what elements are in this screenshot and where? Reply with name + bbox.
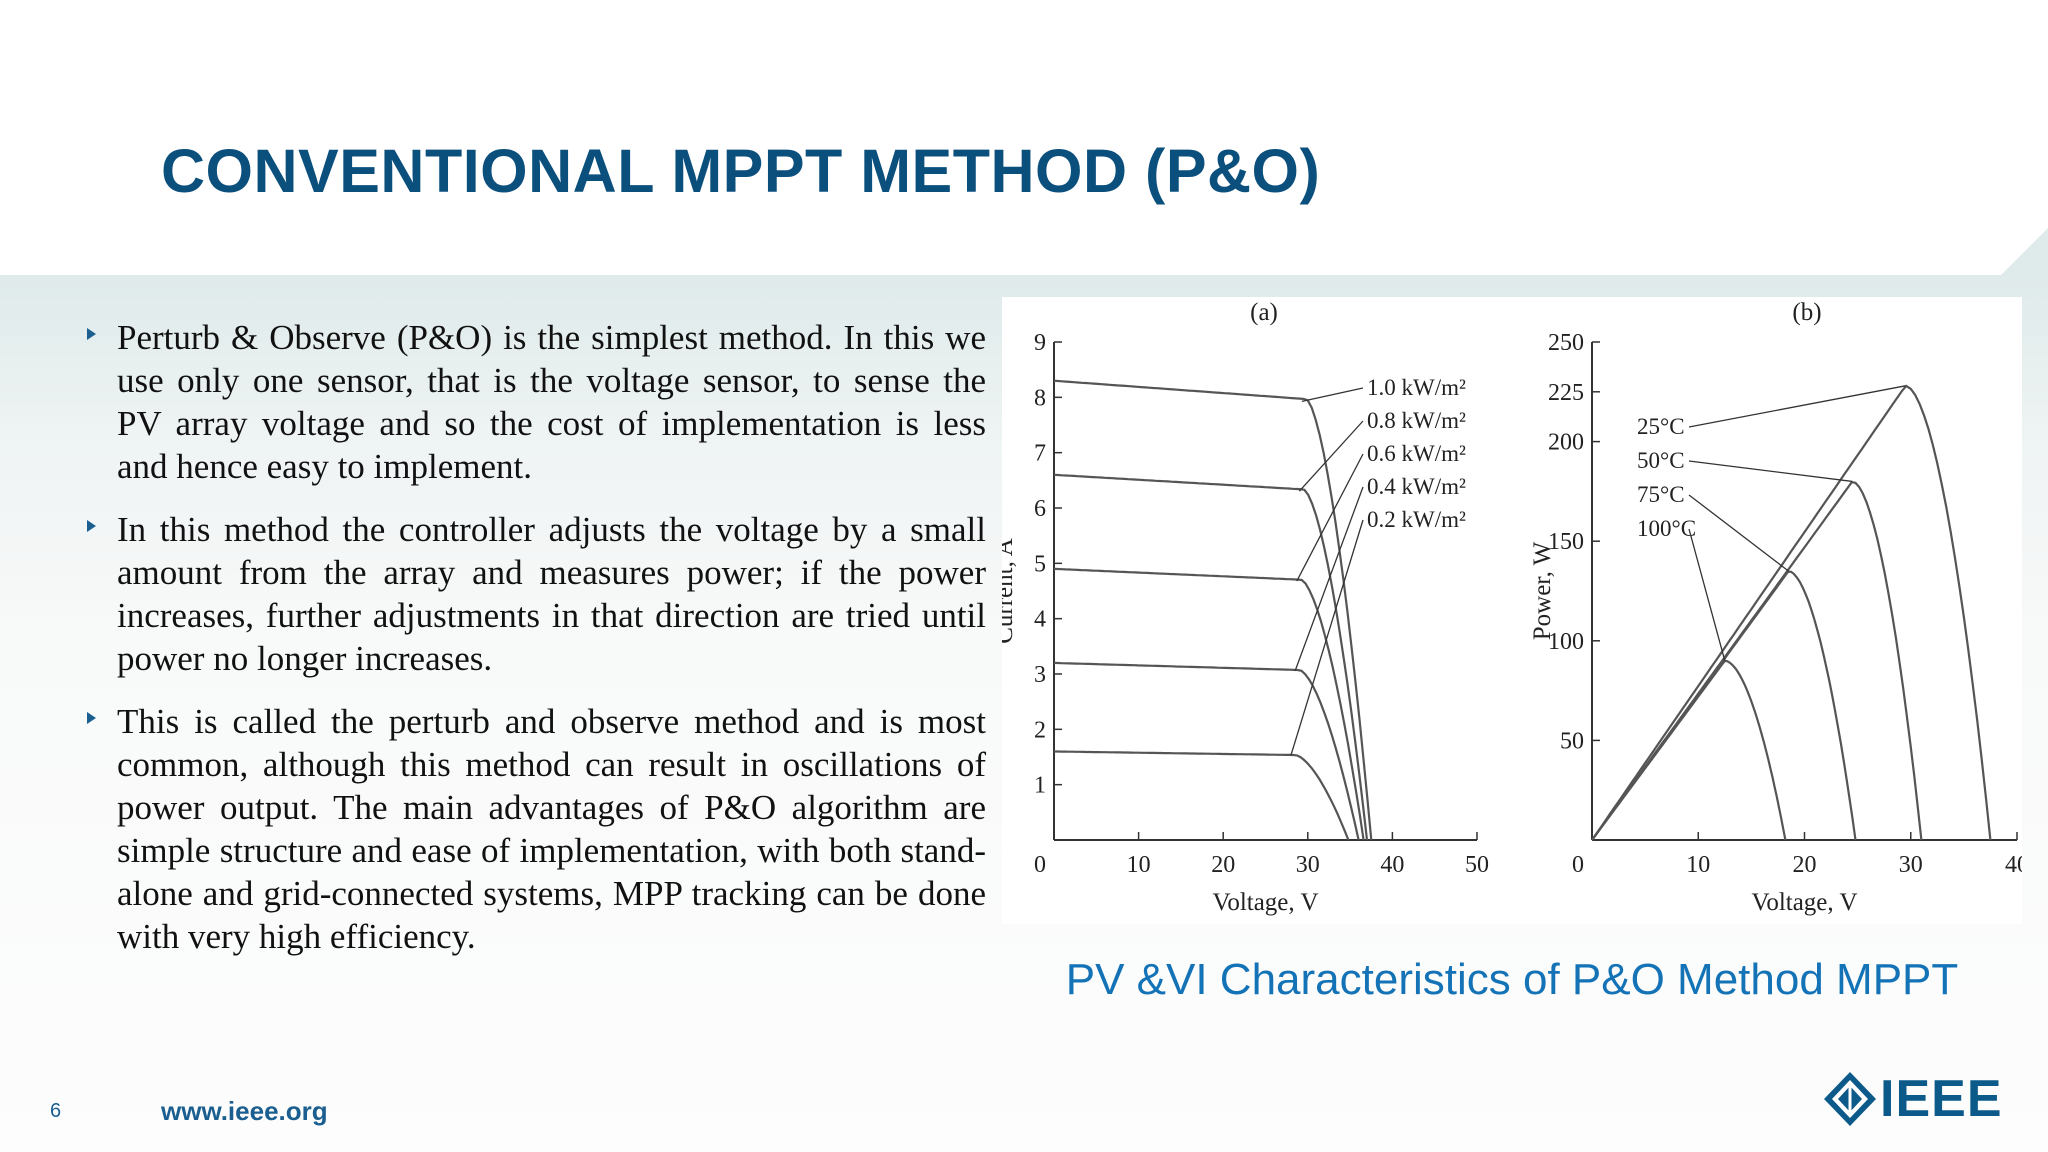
bullet-text: In this method the controller adjusts th… bbox=[117, 510, 986, 678]
y-tick-label: 4 bbox=[1034, 607, 1046, 633]
y-tick-label: 7 bbox=[1034, 441, 1046, 467]
bullet-item: Perturb & Observe (P&O) is the simplest … bbox=[86, 316, 986, 488]
iv-curve-1 bbox=[1053, 473, 1369, 841]
iv-curve-2 bbox=[1053, 567, 1365, 841]
x-axis-title: Voltage, V bbox=[1751, 889, 1857, 916]
y-tick-label: 50 bbox=[1560, 728, 1584, 754]
iv-curve-3 bbox=[1053, 661, 1360, 841]
ieee-diamond-icon bbox=[1824, 1072, 1876, 1126]
panel-label: (a) bbox=[1250, 299, 1278, 326]
bullet-item: This is called the perturb and observe m… bbox=[86, 700, 986, 958]
y-tick-label: 100 bbox=[1548, 629, 1584, 655]
pv-leader-line bbox=[1688, 460, 1853, 483]
y-tick-label: 2 bbox=[1034, 717, 1046, 743]
page-number: 6 bbox=[50, 1100, 62, 1122]
characteristics-chart: 0 10 20 30 40 50 1 2 3 4 5 6 7 8 9 Voltage, V Current, A… bbox=[1002, 299, 2022, 916]
x-axis-title: Voltage, V bbox=[1212, 889, 1318, 916]
iv-leader-line bbox=[1296, 453, 1364, 582]
header-area bbox=[0, 0, 2048, 275]
y-tick-label: 3 bbox=[1034, 662, 1046, 688]
y-axis-title: Current, A bbox=[1002, 538, 1018, 644]
ieee-logo-text: IEEE bbox=[1880, 1070, 2003, 1128]
pv-series-label: 50°C bbox=[1637, 448, 1685, 473]
iv-series-label: 0.8 kW/m² bbox=[1367, 408, 1466, 433]
iv-leader-line bbox=[1294, 486, 1364, 672]
panel-label: (b) bbox=[1792, 299, 1821, 326]
y-tick-label: 225 bbox=[1548, 380, 1584, 406]
corner-decoration bbox=[2000, 228, 2048, 276]
pv-series-label: 25°C bbox=[1637, 414, 1685, 439]
y-tick-label: 9 bbox=[1034, 330, 1046, 356]
bullet-triangle-icon bbox=[87, 328, 96, 340]
ieee-logo: IEEE bbox=[1822, 1070, 2007, 1128]
bullet-triangle-icon bbox=[87, 520, 96, 532]
iv-series-label: 0.4 kW/m² bbox=[1367, 474, 1466, 499]
x-tick-label: 50 bbox=[1465, 852, 1489, 878]
x-tick-label: 30 bbox=[1296, 852, 1320, 878]
x-tick-label: 40 bbox=[2005, 852, 2022, 878]
bullet-triangle-icon bbox=[87, 712, 96, 724]
pv-leader-line bbox=[1688, 528, 1726, 661]
x-tick-label: 10 bbox=[1686, 852, 1710, 878]
y-tick-label: 150 bbox=[1548, 529, 1584, 555]
bullet-text: This is called the perturb and observe m… bbox=[117, 702, 986, 956]
x-tick-label: 30 bbox=[1899, 852, 1923, 878]
iv-leader-line bbox=[1298, 420, 1364, 492]
figure-caption: PV &VI Characteristics of P&O Method MPP… bbox=[1065, 955, 1959, 1004]
bullet-text: Perturb & Observe (P&O) is the simplest … bbox=[117, 318, 986, 486]
iv-series-label: 1.0 kW/m² bbox=[1367, 375, 1466, 400]
bullet-list: Perturb & Observe (P&O) is the simplest … bbox=[86, 316, 986, 978]
pv-characteristics-figure: 0 10 20 30 40 50 1 2 3 4 5 6 7 8 9 Voltage, V Current, A… bbox=[1002, 297, 2022, 924]
x-tick-label: 20 bbox=[1793, 852, 1817, 878]
iv-series-label: 0.6 kW/m² bbox=[1367, 441, 1466, 466]
y-tick-label: 6 bbox=[1034, 496, 1046, 522]
pv-leader-line bbox=[1688, 494, 1789, 572]
x-tick-label: 0 bbox=[1572, 852, 1584, 878]
x-tick-label: 20 bbox=[1211, 852, 1235, 878]
pv-curve-3 bbox=[1591, 659, 1787, 841]
pv-leader-line bbox=[1688, 385, 1906, 428]
pv-curve-2 bbox=[1591, 570, 1857, 841]
x-tick-label: 10 bbox=[1127, 852, 1151, 878]
y-tick-label: 8 bbox=[1034, 385, 1046, 411]
y-tick-label: 1 bbox=[1034, 773, 1046, 799]
pv-curve-0 bbox=[1591, 384, 1992, 841]
iv-curve-4 bbox=[1054, 750, 1350, 841]
pv-series-label: 75°C bbox=[1637, 482, 1685, 507]
iv-leader-line bbox=[1290, 519, 1364, 756]
iv-series-label: 0.2 kW/m² bbox=[1367, 507, 1466, 532]
website-link[interactable]: www.ieee.org bbox=[161, 1096, 328, 1126]
y-tick-label: 200 bbox=[1548, 430, 1584, 456]
y-axis-title: Power, W bbox=[1529, 541, 1556, 640]
slide-title: CONVENTIONAL MPPT METHOD (P&O) bbox=[161, 137, 1321, 205]
x-tick-label: 40 bbox=[1380, 852, 1404, 878]
pv-series-label: 100°C bbox=[1637, 516, 1696, 541]
bullet-item: In this method the controller adjusts th… bbox=[86, 508, 986, 680]
y-tick-label: 250 bbox=[1548, 330, 1584, 356]
x-tick-label: 0 bbox=[1034, 852, 1046, 878]
iv-curve-0 bbox=[1053, 379, 1373, 841]
y-tick-label: 5 bbox=[1034, 551, 1046, 577]
iv-leader-line bbox=[1301, 387, 1364, 403]
